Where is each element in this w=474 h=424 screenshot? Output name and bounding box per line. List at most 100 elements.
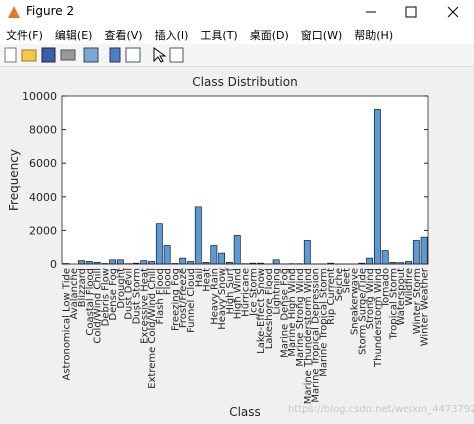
- app-icon: [8, 6, 20, 18]
- bar: [366, 257, 374, 265]
- menu-item[interactable]: 文件(F): [6, 29, 43, 42]
- x-tick-label: Seiche: [334, 268, 345, 301]
- x-tick-label: Lakeshore Flood: [264, 268, 275, 349]
- x-tick-label: Freezing Fog: [170, 268, 181, 331]
- x-tick-label: Heavy Rain: [209, 268, 220, 325]
- colorbar-icon[interactable]: [109, 47, 121, 63]
- x-tick-label: Coastal Flood: [85, 268, 96, 336]
- x-tick-label: Sleet: [342, 268, 353, 293]
- x-tick-label: Dense Fog: [108, 268, 119, 321]
- x-tick-label: Dust Devil: [124, 268, 135, 320]
- x-tick-label: Winter Storm: [412, 268, 423, 334]
- y-axis-label: Frequency: [7, 149, 21, 211]
- menu-item[interactable]: 桌面(D): [249, 29, 289, 42]
- x-tick-label: Marine Thunderstorm Wind: [303, 268, 314, 404]
- open-icon[interactable]: [21, 49, 37, 62]
- x-tick-label: Ice Storm: [248, 268, 259, 316]
- x-tick-label: Lightning: [272, 268, 283, 315]
- x-tick-label: Thunderstorm Wind: [373, 268, 384, 368]
- legend-icon[interactable]: [125, 47, 141, 63]
- x-tick-label: Extreme Cold/Wind Chill: [147, 268, 158, 389]
- menu-item[interactable]: 窗口(W): [300, 29, 343, 42]
- toolbar: [0, 44, 474, 67]
- x-tick-label: Marine High Wind: [287, 268, 298, 357]
- save-icon[interactable]: [41, 47, 56, 63]
- axes-background: [62, 96, 428, 264]
- bar: [218, 252, 226, 265]
- x-tick-label: Drought: [116, 268, 127, 309]
- x-tick-label: Rip Current: [326, 268, 337, 325]
- x-tick-label: Excessive Heat: [139, 268, 150, 344]
- x-tick-label: Funnel Cloud: [186, 268, 197, 333]
- bar: [194, 206, 202, 265]
- x-tick-label: Cold/Wind Chill: [93, 268, 104, 344]
- print-icon[interactable]: [60, 49, 76, 61]
- x-tick-label: Waterspout: [396, 268, 407, 326]
- y-tick-label: 6000: [29, 157, 57, 170]
- y-tick-label: 4000: [29, 191, 57, 204]
- bar: [78, 260, 85, 265]
- x-tick-label: Flood: [163, 268, 174, 295]
- x-tick-label: Astronomical Low Tide: [61, 268, 72, 381]
- x-tick-label: Strong Wind: [365, 268, 376, 329]
- x-tick-label: Heat: [202, 268, 213, 292]
- menu-item[interactable]: 编辑(E): [54, 29, 93, 42]
- x-tick-label: Hurricane: [241, 268, 252, 317]
- x-tick-label: Dust Storm: [131, 268, 142, 324]
- menu-item[interactable]: 帮助(H): [354, 29, 394, 42]
- x-tick-label: Marine Tropical Depression: [311, 268, 322, 403]
- x-axis-label: Class: [229, 405, 261, 419]
- menu-item[interactable]: 查看(V): [104, 29, 143, 42]
- x-tick-label: Heavy Snow: [217, 268, 228, 330]
- title-bar: Figure 2: [0, 0, 474, 24]
- x-tick-label: Marine Dense Fog: [279, 268, 290, 358]
- axes-box: [61, 95, 429, 265]
- bar: [272, 259, 280, 265]
- y-tick-label: 10000: [22, 90, 57, 103]
- chart-title: Class Distribution: [192, 75, 297, 89]
- bar: [140, 260, 148, 265]
- x-tick-label: Frost/Freeze: [178, 268, 189, 328]
- x-tick-label: Marine Strong Wind: [295, 268, 306, 367]
- y-tick-label: 0: [50, 258, 57, 271]
- link-icon[interactable]: [83, 47, 99, 63]
- pointer-icon[interactable]: [153, 47, 167, 63]
- bar: [420, 236, 428, 265]
- x-tick-label: Sneakerwave: [350, 268, 361, 335]
- bar: [210, 245, 218, 265]
- x-tick-label: Marine Tropical Storm: [318, 268, 329, 377]
- x-tick-label: Lake-Effect Snow: [256, 268, 267, 354]
- toolbar-icons[interactable]: [0, 44, 200, 66]
- bar: [373, 109, 381, 265]
- x-tick-label: Hail: [194, 268, 205, 287]
- plot-tools-icon[interactable]: [169, 47, 184, 63]
- menu-item[interactable]: 插入(I): [154, 29, 189, 42]
- bar: [116, 259, 124, 265]
- bar: [381, 250, 389, 265]
- bar: [155, 223, 163, 265]
- x-tick-label: Flash Flood: [155, 268, 166, 325]
- y-tick-label: 8000: [29, 124, 57, 137]
- x-tick-label: High Wind: [233, 268, 244, 319]
- x-tick-label: Tropical Storm: [388, 268, 399, 340]
- bar: [412, 240, 420, 265]
- x-tick-label: Winter Weather: [420, 267, 431, 346]
- watermark: https://blog.csdn.net/weixin_44737922: [288, 404, 474, 415]
- bar: [163, 245, 171, 265]
- x-tick-label: High Surf: [225, 268, 236, 315]
- x-tick-label: Blizzard: [77, 268, 88, 307]
- new-icon[interactable]: [4, 47, 17, 63]
- menu-item[interactable]: 工具(T): [200, 29, 238, 42]
- x-tick-label: Debris Flow: [100, 268, 111, 326]
- y-tick-label: 2000: [29, 224, 57, 237]
- bar: [233, 235, 241, 265]
- window-title: Figure 2: [26, 4, 75, 18]
- close[interactable]: [447, 6, 459, 18]
- x-tick-label: Avalanche: [69, 268, 80, 320]
- window-controls[interactable]: [344, 0, 474, 24]
- x-tick-label: Wildfire: [404, 268, 415, 306]
- bar: [179, 257, 187, 265]
- maximize[interactable]: [405, 6, 417, 18]
- bar: [303, 240, 311, 265]
